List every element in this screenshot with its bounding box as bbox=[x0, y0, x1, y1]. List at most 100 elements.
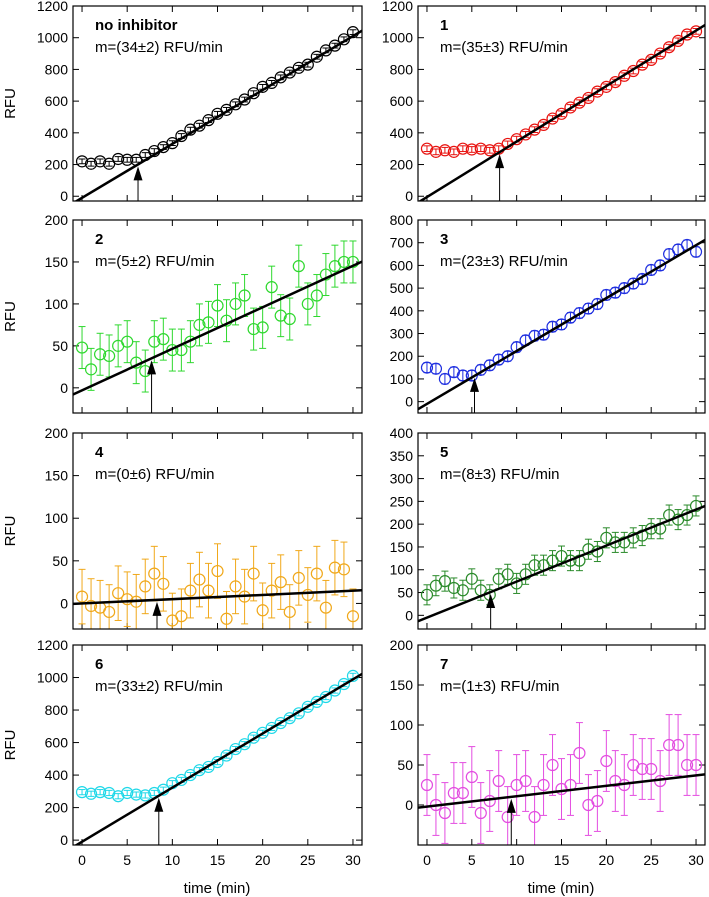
plot-area bbox=[73, 240, 362, 413]
data-point bbox=[609, 75, 622, 89]
y-tick-label: 1000 bbox=[37, 30, 68, 46]
data-point bbox=[139, 789, 152, 802]
data-point bbox=[537, 778, 550, 792]
data-point bbox=[121, 593, 134, 606]
data-point bbox=[438, 372, 452, 386]
arrow-head bbox=[147, 360, 157, 375]
plot-frame bbox=[417, 5, 706, 202]
y-tick-label: 1200 bbox=[382, 0, 413, 14]
y-tick-label: 100 bbox=[390, 717, 414, 733]
data-point bbox=[84, 787, 98, 800]
data-point bbox=[202, 316, 215, 329]
arrow-head bbox=[495, 154, 505, 169]
data-point bbox=[420, 778, 434, 792]
slope-annotation: m=(34±2) RFU/min bbox=[95, 39, 223, 56]
data-point bbox=[537, 118, 550, 132]
y-axis-label: RFU bbox=[2, 730, 19, 761]
y-tick-label: 0 bbox=[60, 595, 68, 611]
data-point bbox=[528, 559, 541, 572]
arrow-head bbox=[152, 601, 162, 616]
data-point bbox=[555, 107, 568, 120]
data-point bbox=[84, 363, 98, 376]
data-point bbox=[654, 259, 667, 272]
data-point bbox=[328, 39, 342, 52]
data-point bbox=[283, 605, 296, 619]
y-tick-label: 250 bbox=[390, 493, 414, 509]
fit-line bbox=[74, 29, 362, 201]
arrow-head bbox=[506, 798, 516, 813]
y-tick-label: 800 bbox=[390, 61, 414, 77]
data-point bbox=[546, 758, 559, 772]
y-tick-label: 150 bbox=[45, 254, 69, 270]
data-point bbox=[447, 786, 460, 800]
data-point bbox=[265, 584, 278, 597]
plot-frame bbox=[72, 5, 363, 202]
data-point bbox=[456, 369, 469, 382]
data-point bbox=[337, 563, 351, 576]
data-point bbox=[456, 786, 469, 800]
x-axis-label-right: time (min) bbox=[528, 880, 595, 897]
chart-panel-1: 0 200 400 600 800 1000 1200 1 m=(35±3) RFU/min bbox=[382, 0, 706, 204]
data-point bbox=[301, 297, 314, 311]
y-tick-label: 400 bbox=[45, 125, 69, 141]
data-point bbox=[447, 366, 460, 379]
slope-annotation: m=(1±3) RFU/min bbox=[440, 678, 560, 695]
y-tick-label: 800 bbox=[390, 212, 414, 228]
data-point bbox=[184, 584, 197, 597]
data-point bbox=[148, 335, 161, 348]
data-point bbox=[112, 790, 125, 803]
slope-annotation: m=(5±2) RFU/min bbox=[95, 253, 215, 270]
data-point bbox=[689, 758, 703, 772]
x-tick-label: 0 bbox=[78, 852, 86, 868]
arrow-head bbox=[486, 594, 496, 609]
data-point bbox=[474, 142, 487, 155]
chart-panel-0: 0 200 400 600 800 1000 1200 no inhibitor m=(34±2… bbox=[2, 0, 363, 204]
data-point bbox=[663, 41, 676, 54]
y-tick-label: 200 bbox=[390, 637, 414, 653]
data-point bbox=[193, 764, 206, 777]
x-tick-label: 15 bbox=[210, 852, 226, 868]
data-point bbox=[292, 61, 305, 74]
plot-area bbox=[74, 26, 362, 201]
y-tick-label: 200 bbox=[45, 157, 69, 173]
data-point bbox=[75, 155, 89, 168]
y-tick-label: 100 bbox=[390, 371, 414, 387]
x-tick-label: 5 bbox=[123, 852, 131, 868]
data-point bbox=[157, 577, 170, 590]
plot-area bbox=[418, 238, 705, 413]
data-point bbox=[663, 738, 676, 752]
y-tick-label: 150 bbox=[390, 677, 414, 693]
y-tick-label: 350 bbox=[390, 448, 414, 464]
y-tick-label: 300 bbox=[390, 471, 414, 487]
y-tick-label: 1200 bbox=[37, 637, 68, 653]
y-tick-label: 600 bbox=[45, 93, 69, 109]
data-point bbox=[256, 321, 269, 334]
x-tick-label: 15 bbox=[554, 852, 570, 868]
y-tick-label: 400 bbox=[390, 425, 414, 441]
data-point bbox=[238, 738, 251, 751]
plot-frame bbox=[72, 644, 363, 846]
data-point bbox=[238, 93, 251, 106]
data-point bbox=[310, 289, 323, 302]
data-point bbox=[609, 536, 622, 549]
x-tick-label: 20 bbox=[255, 852, 271, 868]
data-point bbox=[301, 58, 314, 71]
chart-panel-6: 0 200 400 600 800 1000 1200 0 5 10 15 20 25 30 6 m=(33±… bbox=[2, 637, 363, 868]
data-point bbox=[483, 144, 496, 157]
y-tick-label: 150 bbox=[390, 539, 414, 555]
fit-line bbox=[74, 672, 362, 845]
data-point bbox=[319, 601, 332, 614]
data-point bbox=[112, 587, 125, 600]
fit-line bbox=[418, 773, 705, 809]
data-point bbox=[211, 755, 224, 769]
y-tick-label: 300 bbox=[390, 326, 414, 342]
data-point bbox=[438, 575, 452, 588]
fit-line bbox=[418, 504, 705, 623]
y-tick-label: 600 bbox=[390, 93, 414, 109]
x-tick-label: 10 bbox=[509, 852, 525, 868]
data-point bbox=[310, 567, 323, 580]
y-tick-label: 100 bbox=[45, 510, 69, 526]
data-point bbox=[130, 788, 143, 801]
data-point bbox=[84, 599, 98, 613]
data-point bbox=[582, 543, 595, 556]
